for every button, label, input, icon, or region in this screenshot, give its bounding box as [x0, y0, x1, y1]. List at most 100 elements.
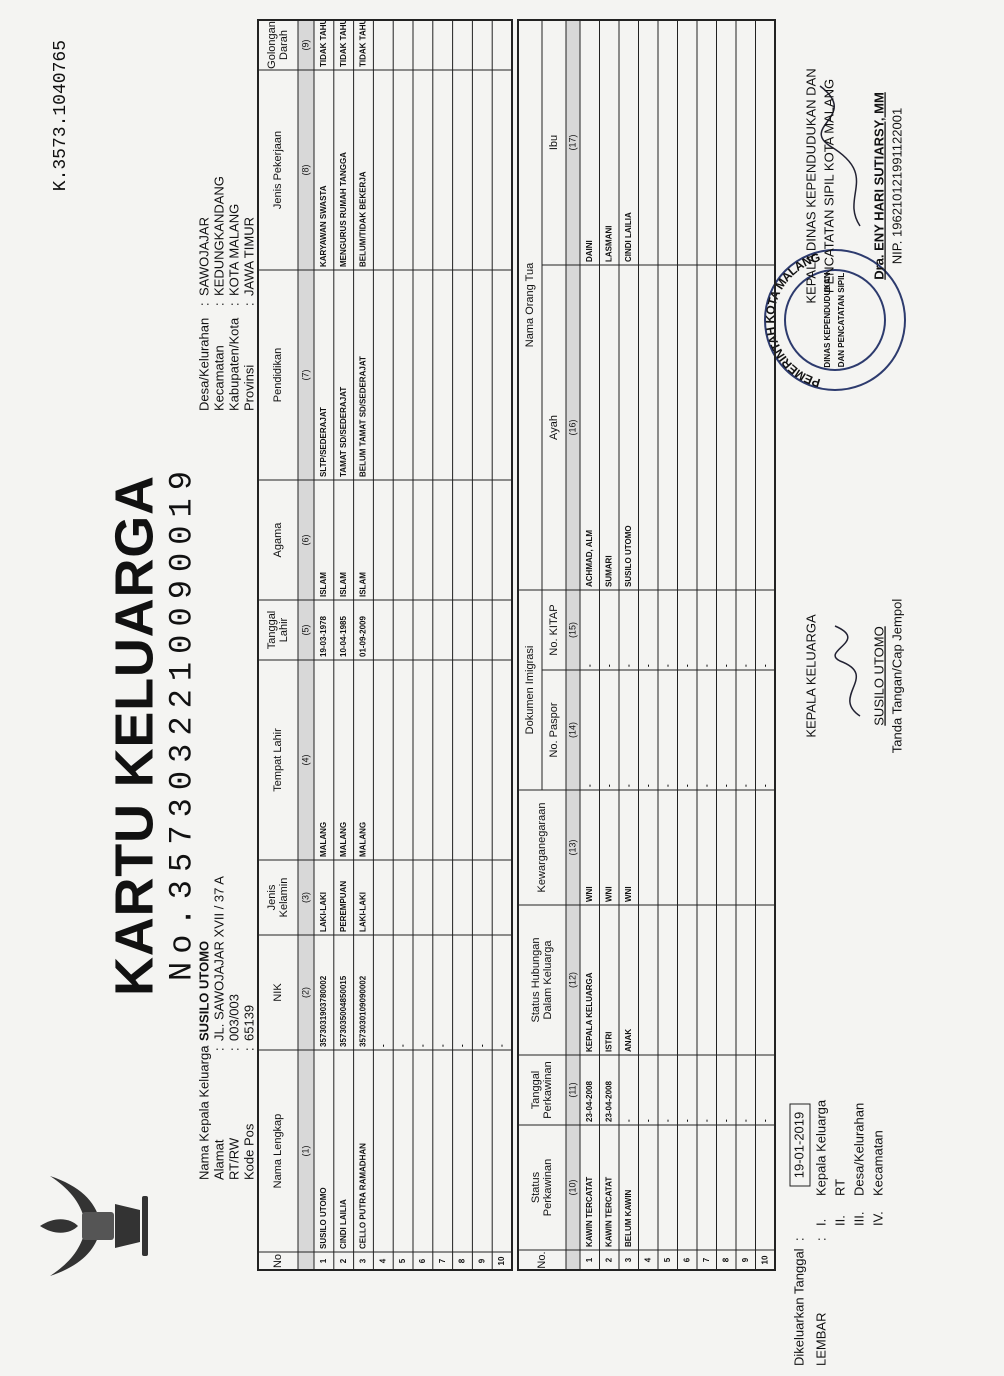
- cell: -: [682, 664, 691, 667]
- cell: 10: [497, 1256, 506, 1265]
- cell: SUSILO UTOMO: [624, 525, 633, 587]
- separator: :: [813, 1237, 828, 1241]
- cell: 7: [702, 1257, 711, 1262]
- cell: LASMANI: [604, 226, 613, 262]
- cell: 6: [418, 1258, 427, 1263]
- stamp: [764, 249, 906, 391]
- number-row-shade: [298, 20, 314, 1270]
- info-value: JAWA TIMUR: [241, 217, 256, 296]
- column-header: Kelamin: [278, 878, 290, 918]
- garuda-emblem: [40, 1176, 148, 1276]
- cell: WNI: [624, 886, 633, 902]
- column-number: (2): [300, 987, 310, 998]
- sheet-roman: I.: [813, 1219, 828, 1226]
- column-header: Agama: [272, 522, 284, 558]
- cell: MALANG: [359, 822, 368, 857]
- cell: TIDAK TAHU: [319, 18, 328, 67]
- cell: 5: [398, 1258, 407, 1263]
- official-title: PENCATATAN SIPIL KOTA MALANG: [821, 79, 836, 293]
- info-separator: :: [241, 1047, 256, 1051]
- cell: BELUM KAWIN: [624, 1189, 633, 1247]
- column-header: Jenis: [266, 884, 278, 910]
- cell: -: [760, 1119, 769, 1122]
- official-name: Dra. ENY HARI SUTIARSY, MM: [871, 92, 886, 280]
- cell: 8: [458, 1258, 467, 1263]
- cell: 2: [604, 1257, 613, 1262]
- sheet-roman: II.: [832, 1215, 847, 1226]
- column-header: Perkawinan: [542, 1061, 554, 1118]
- info-separator: :: [226, 302, 241, 306]
- column-number: (9): [300, 39, 310, 50]
- column-header: Jenis Pekerjaan: [272, 131, 284, 209]
- cell: -: [682, 784, 691, 787]
- cell: -: [721, 1119, 730, 1122]
- cell: 5: [663, 1257, 672, 1262]
- cell: -: [604, 784, 613, 787]
- column-header: Pendidikan: [272, 348, 284, 402]
- info-value: 65139: [241, 1005, 256, 1041]
- number-row-shade: [566, 20, 580, 1270]
- cell: -: [624, 784, 633, 787]
- info-label: Nama Kepala Keluarga: [196, 1045, 211, 1180]
- cell: -: [438, 1044, 447, 1047]
- cell: -: [624, 664, 633, 667]
- column-header: Tempat Lahir: [272, 728, 284, 792]
- cell: -: [663, 664, 672, 667]
- title: KARTU KELUARGA: [104, 476, 164, 996]
- column-header: Ibu: [548, 135, 560, 150]
- column-header: Status: [530, 1171, 542, 1203]
- column-number: (17): [567, 134, 577, 150]
- column-header: No. Paspor: [548, 702, 560, 757]
- info-separator: :: [211, 302, 226, 306]
- signatures: [819, 85, 861, 717]
- cell: 3: [359, 1258, 368, 1263]
- official-nip: NIP. 196210121991122001: [889, 108, 904, 264]
- cell: -: [760, 664, 769, 667]
- cell: -: [721, 664, 730, 667]
- column-number: (4): [300, 754, 310, 765]
- cell: 10-04-1985: [339, 616, 348, 657]
- cell: -: [721, 784, 730, 787]
- cell: ISLAM: [339, 572, 348, 597]
- column-number: (14): [567, 722, 577, 738]
- info-value: JL. SAWOJAJAR XVII / 37 A: [211, 876, 226, 1041]
- info-separator: :: [241, 302, 256, 306]
- cell: LAKI-LAKI: [359, 892, 368, 932]
- cell: 23-04-2008: [604, 1081, 613, 1122]
- column-header: NIK: [272, 983, 284, 1002]
- cell: -: [760, 784, 769, 787]
- kk-number: No.3573032210090019: [163, 471, 200, 981]
- cell: -: [497, 1044, 506, 1047]
- head-caption: Tanda Tangan/Cap Jempol: [889, 599, 904, 754]
- cell: 3573035004850015: [339, 975, 348, 1047]
- cell: -: [398, 1044, 407, 1047]
- column-header: No.: [536, 1251, 548, 1268]
- cell: ISLAM: [359, 572, 368, 597]
- column-number: (1): [300, 1145, 310, 1156]
- cell: 01-09-2009: [359, 616, 368, 657]
- column-number: (7): [300, 369, 310, 380]
- column-header: No. KITAP: [548, 604, 560, 655]
- official-title: KEPALA DINAS KEPENDUDUKAN DAN: [803, 68, 818, 303]
- cell: -: [702, 784, 711, 787]
- cell: -: [663, 784, 672, 787]
- info-value: KEDUNGKANDANG: [211, 176, 226, 296]
- cell: PEREMPUAN: [339, 881, 348, 932]
- cell: 8: [721, 1257, 730, 1262]
- cell: -: [643, 1119, 652, 1122]
- head-name: SUSILO UTOMO: [871, 626, 886, 725]
- cell: -: [702, 664, 711, 667]
- head-title: KEPALA KELUARGA: [803, 614, 818, 738]
- cell: CELLO PUTRA RAMADHAN: [359, 1143, 368, 1249]
- cell: 3: [624, 1257, 633, 1262]
- info-label: Kabupaten/Kota: [226, 317, 241, 411]
- column-number: (15): [567, 622, 577, 638]
- cell: BELUM TAMAT SD/SEDERAJAT: [359, 356, 368, 477]
- cell: 1: [585, 1257, 594, 1262]
- cell: -: [477, 1044, 486, 1047]
- column-header: Ayah: [548, 415, 560, 440]
- column-number: (11): [567, 1082, 577, 1097]
- column-header: Dalam Keluarga: [542, 940, 554, 1020]
- cell: -: [624, 1119, 633, 1122]
